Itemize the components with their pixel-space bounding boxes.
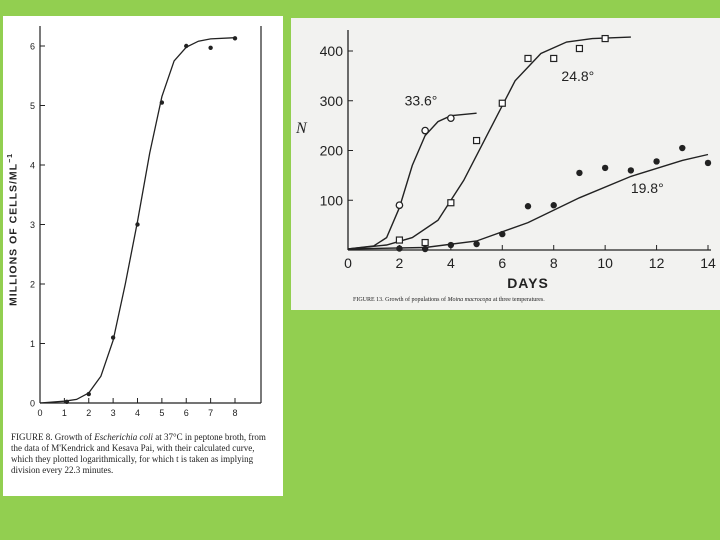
data-point-dot bbox=[524, 203, 532, 210]
data-point-dot bbox=[447, 241, 455, 249]
y-tick-label: 6 bbox=[30, 42, 35, 52]
y-tick-label: 400 bbox=[320, 43, 344, 59]
x-tick-label: 8 bbox=[232, 408, 237, 418]
data-point-square bbox=[447, 199, 455, 207]
caption-body: at 37°C in peptone broth, from the data … bbox=[11, 432, 266, 475]
y-axis-title-exponent: −1 bbox=[7, 152, 14, 163]
data-point-square bbox=[601, 34, 609, 43]
growth-curve bbox=[39, 37, 236, 404]
data-point bbox=[159, 100, 165, 105]
data-point bbox=[64, 399, 70, 405]
data-point-square bbox=[550, 54, 558, 63]
data-point-dot bbox=[679, 144, 686, 152]
data-point-square bbox=[524, 54, 532, 63]
data-point-dot bbox=[704, 159, 712, 167]
moina-growth-chart: 100 200 300 400 0 2 4 6 8 10 12 14 DAYS N 33.6° 24.8° 19… bbox=[295, 30, 716, 291]
data-point bbox=[232, 36, 238, 41]
caption-species: Escherichia coli bbox=[94, 432, 153, 442]
data-point-square bbox=[421, 238, 429, 247]
data-point-dot bbox=[499, 230, 506, 238]
caption-species: Moina macrocopa bbox=[447, 297, 492, 303]
x-tick-label: 4 bbox=[135, 408, 140, 418]
series-label: 19.8° bbox=[631, 180, 664, 196]
data-point-dot bbox=[576, 169, 583, 177]
data-point-circle bbox=[447, 114, 455, 123]
y-tick-label: 5 bbox=[30, 101, 35, 111]
figure-13-caption: FIGURE 13. Growth of populations of Moin… bbox=[353, 296, 713, 304]
y-axis-title: N bbox=[295, 120, 308, 137]
x-tick-label: 1 bbox=[62, 408, 67, 418]
x-tick-label: 12 bbox=[649, 255, 665, 271]
data-point bbox=[184, 43, 189, 49]
data-point-square bbox=[395, 236, 404, 244]
data-point-dot bbox=[601, 164, 609, 172]
x-tick-label: 2 bbox=[86, 408, 91, 418]
data-point-dot bbox=[653, 158, 660, 165]
x-tick-label: 6 bbox=[498, 255, 506, 271]
series-curve bbox=[347, 153, 709, 250]
x-tick-label: 6 bbox=[184, 408, 189, 418]
data-point-square bbox=[575, 44, 584, 53]
y-axis-title-text: MILLIONS OF CELLS/ML bbox=[7, 162, 20, 306]
x-axis-title: DAYS bbox=[507, 275, 549, 291]
x-tick-label: 8 bbox=[550, 255, 558, 271]
x-tick-label: 10 bbox=[597, 255, 613, 271]
series-label: 24.8° bbox=[561, 68, 594, 84]
x-tick-label: 4 bbox=[447, 255, 455, 271]
figure-8-caption: FIGURE 8. Growth of Escherichia coli at … bbox=[11, 432, 273, 476]
x-tick-label: 7 bbox=[208, 408, 213, 418]
data-point bbox=[86, 391, 91, 397]
data-point-dot bbox=[473, 240, 480, 248]
x-tick-label: 5 bbox=[159, 408, 164, 418]
data-point-dot bbox=[627, 167, 635, 174]
x-tick-label: 0 bbox=[37, 408, 42, 418]
y-tick-label: 1 bbox=[30, 339, 35, 349]
y-tick-label: 3 bbox=[30, 220, 35, 230]
data-point-dot bbox=[421, 245, 429, 253]
ecoli-growth-chart: 0 1 2 3 4 5 6 0 1 2 3 4 5 6 7 8 bbox=[30, 26, 262, 418]
data-point-square bbox=[498, 99, 506, 107]
data-point-dot bbox=[396, 245, 403, 252]
y-tick-label: 4 bbox=[30, 161, 35, 171]
data-point bbox=[110, 335, 116, 340]
data-point-square bbox=[472, 136, 481, 145]
caption-body: at three temperatures. bbox=[491, 297, 545, 303]
moina-chart-panel: 100 200 300 400 0 2 4 6 8 10 12 14 DAYS N 33.6° 24.8° 19… bbox=[291, 18, 720, 310]
y-tick-label: 100 bbox=[320, 192, 344, 208]
y-tick-label: 2 bbox=[30, 280, 35, 290]
caption-prefix: FIGURE 13. Growth of populations of bbox=[353, 297, 448, 303]
data-point-circle bbox=[421, 126, 429, 135]
data-point bbox=[135, 222, 140, 227]
data-point-dot bbox=[550, 202, 557, 209]
y-tick-label: 200 bbox=[320, 143, 344, 159]
series-curve bbox=[347, 36, 631, 250]
x-tick-label: 14 bbox=[700, 255, 716, 271]
series-label: 33.6° bbox=[405, 93, 438, 109]
data-point bbox=[208, 45, 213, 50]
y-tick-label: 0 bbox=[30, 399, 35, 409]
caption-prefix: FIGURE 8. Growth of bbox=[11, 432, 95, 442]
y-tick-label: 300 bbox=[320, 93, 344, 109]
x-tick-label: 3 bbox=[111, 408, 116, 418]
data-point-circle bbox=[395, 201, 404, 210]
x-tick-label: 0 bbox=[344, 255, 352, 271]
y-axis-title: MILLIONS OF CELLS/ML−1 bbox=[7, 153, 20, 306]
series-curve bbox=[347, 112, 477, 250]
x-tick-label: 2 bbox=[396, 255, 404, 271]
